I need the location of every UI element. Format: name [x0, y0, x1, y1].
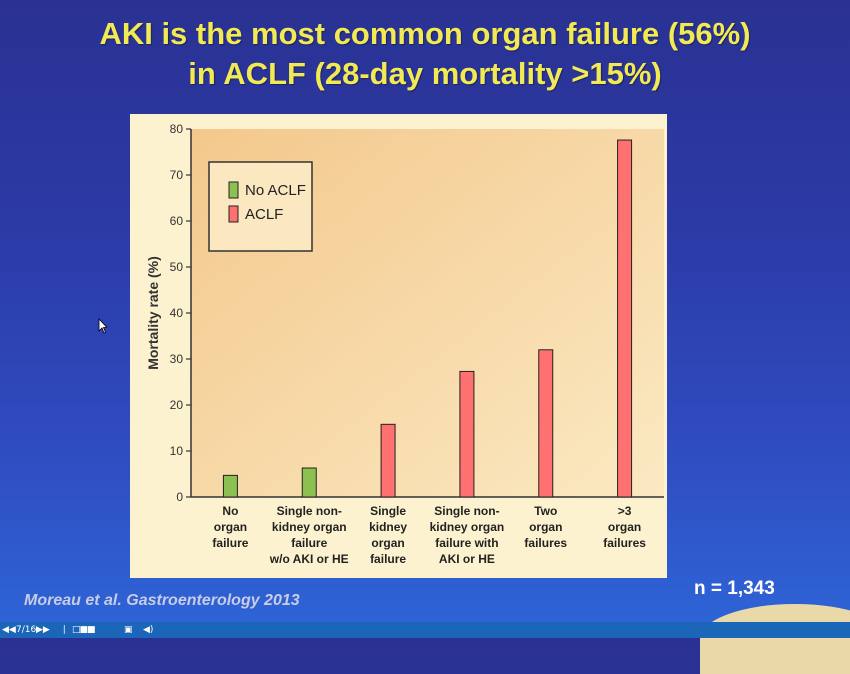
x-tick-label: organ [371, 536, 404, 550]
legend-label: No ACLF [245, 182, 306, 199]
slide-title-line-1: AKI is the most common organ failure (56… [99, 16, 751, 51]
fast-forward-icon[interactable]: ▶▶ [36, 625, 50, 635]
sample-size-label: n = 1,343 [694, 578, 775, 599]
y-tick-label: 50 [170, 260, 184, 274]
legend-swatch [228, 181, 239, 199]
y-tick-label: 0 [176, 490, 183, 504]
x-tick-label: >3 [618, 504, 632, 518]
x-tick-label: organ [214, 520, 247, 534]
bar [222, 474, 238, 498]
y-tick-label: 80 [170, 122, 184, 136]
mortality-bar-chart: 0 10 20 30 40 50 60 70 80 Mortality rate (%) No org… [145, 122, 664, 566]
speaker-icon[interactable]: ◀) [143, 625, 154, 635]
x-tick-label: failure [370, 552, 406, 566]
viewer-toolbar: ◀◀ 7/16 ▶▶ ∣ □■■ ▣ ◀) [0, 622, 850, 638]
chart-panel: 0 10 20 30 40 50 60 70 80 Mortality rate (%) No org… [130, 114, 667, 578]
slide-title-line-2: in ACLF (28-day mortality >15%) [188, 56, 662, 91]
i-beam-icon [98, 318, 107, 334]
x-tick-label: Two [534, 504, 557, 518]
x-tick-label: w/o AKI or HE [269, 552, 349, 566]
x-tick-label: kidney [369, 520, 407, 534]
x-tick-label: Single non- [434, 504, 499, 518]
x-tick-label: failure [212, 536, 248, 550]
y-tick-label: 60 [170, 214, 184, 228]
y-tick-label: 30 [170, 352, 184, 366]
y-tick-label: 40 [170, 306, 184, 320]
bar [380, 423, 396, 498]
slide-title: AKI is the most common organ failure (56… [0, 14, 850, 94]
citation: Moreau et al. Gastroenterology 2013 [24, 592, 300, 609]
x-tick-label: kidney organ [272, 520, 347, 534]
bar [301, 467, 317, 498]
x-tick-label: No [222, 504, 238, 518]
x-tick-label: Single [370, 504, 406, 518]
legend-box [208, 161, 313, 252]
bar [538, 349, 554, 498]
slide-sorter-icon[interactable]: □■■ [72, 625, 95, 635]
x-tick-label: failures [603, 536, 646, 550]
x-tick-label: organ [608, 520, 641, 534]
bar [459, 370, 475, 498]
rewind-icon[interactable]: ◀◀ [2, 625, 16, 635]
x-tick-label: failure with [435, 536, 498, 550]
cursor-tool-icon[interactable]: ∣ [62, 625, 67, 635]
x-tick-label: kidney organ [430, 520, 505, 534]
legend-label: ACLF [245, 206, 283, 223]
page-indicator: 7/16 [16, 625, 37, 635]
y-tick-label: 10 [170, 444, 184, 458]
x-tick-label: AKI or HE [439, 552, 495, 566]
y-axis-label: Mortality rate (%) [145, 256, 161, 370]
x-tick-label: organ [529, 520, 562, 534]
foreground-object [700, 604, 850, 674]
x-tick-label: failure [291, 536, 327, 550]
y-tick-label: 20 [170, 398, 184, 412]
bar [617, 139, 633, 498]
legend-swatch [228, 205, 239, 223]
y-tick-label: 70 [170, 168, 184, 182]
x-tick-label: Single non- [277, 504, 342, 518]
x-tick-label: failures [524, 536, 567, 550]
monitor-icon[interactable]: ▣ [124, 625, 133, 635]
